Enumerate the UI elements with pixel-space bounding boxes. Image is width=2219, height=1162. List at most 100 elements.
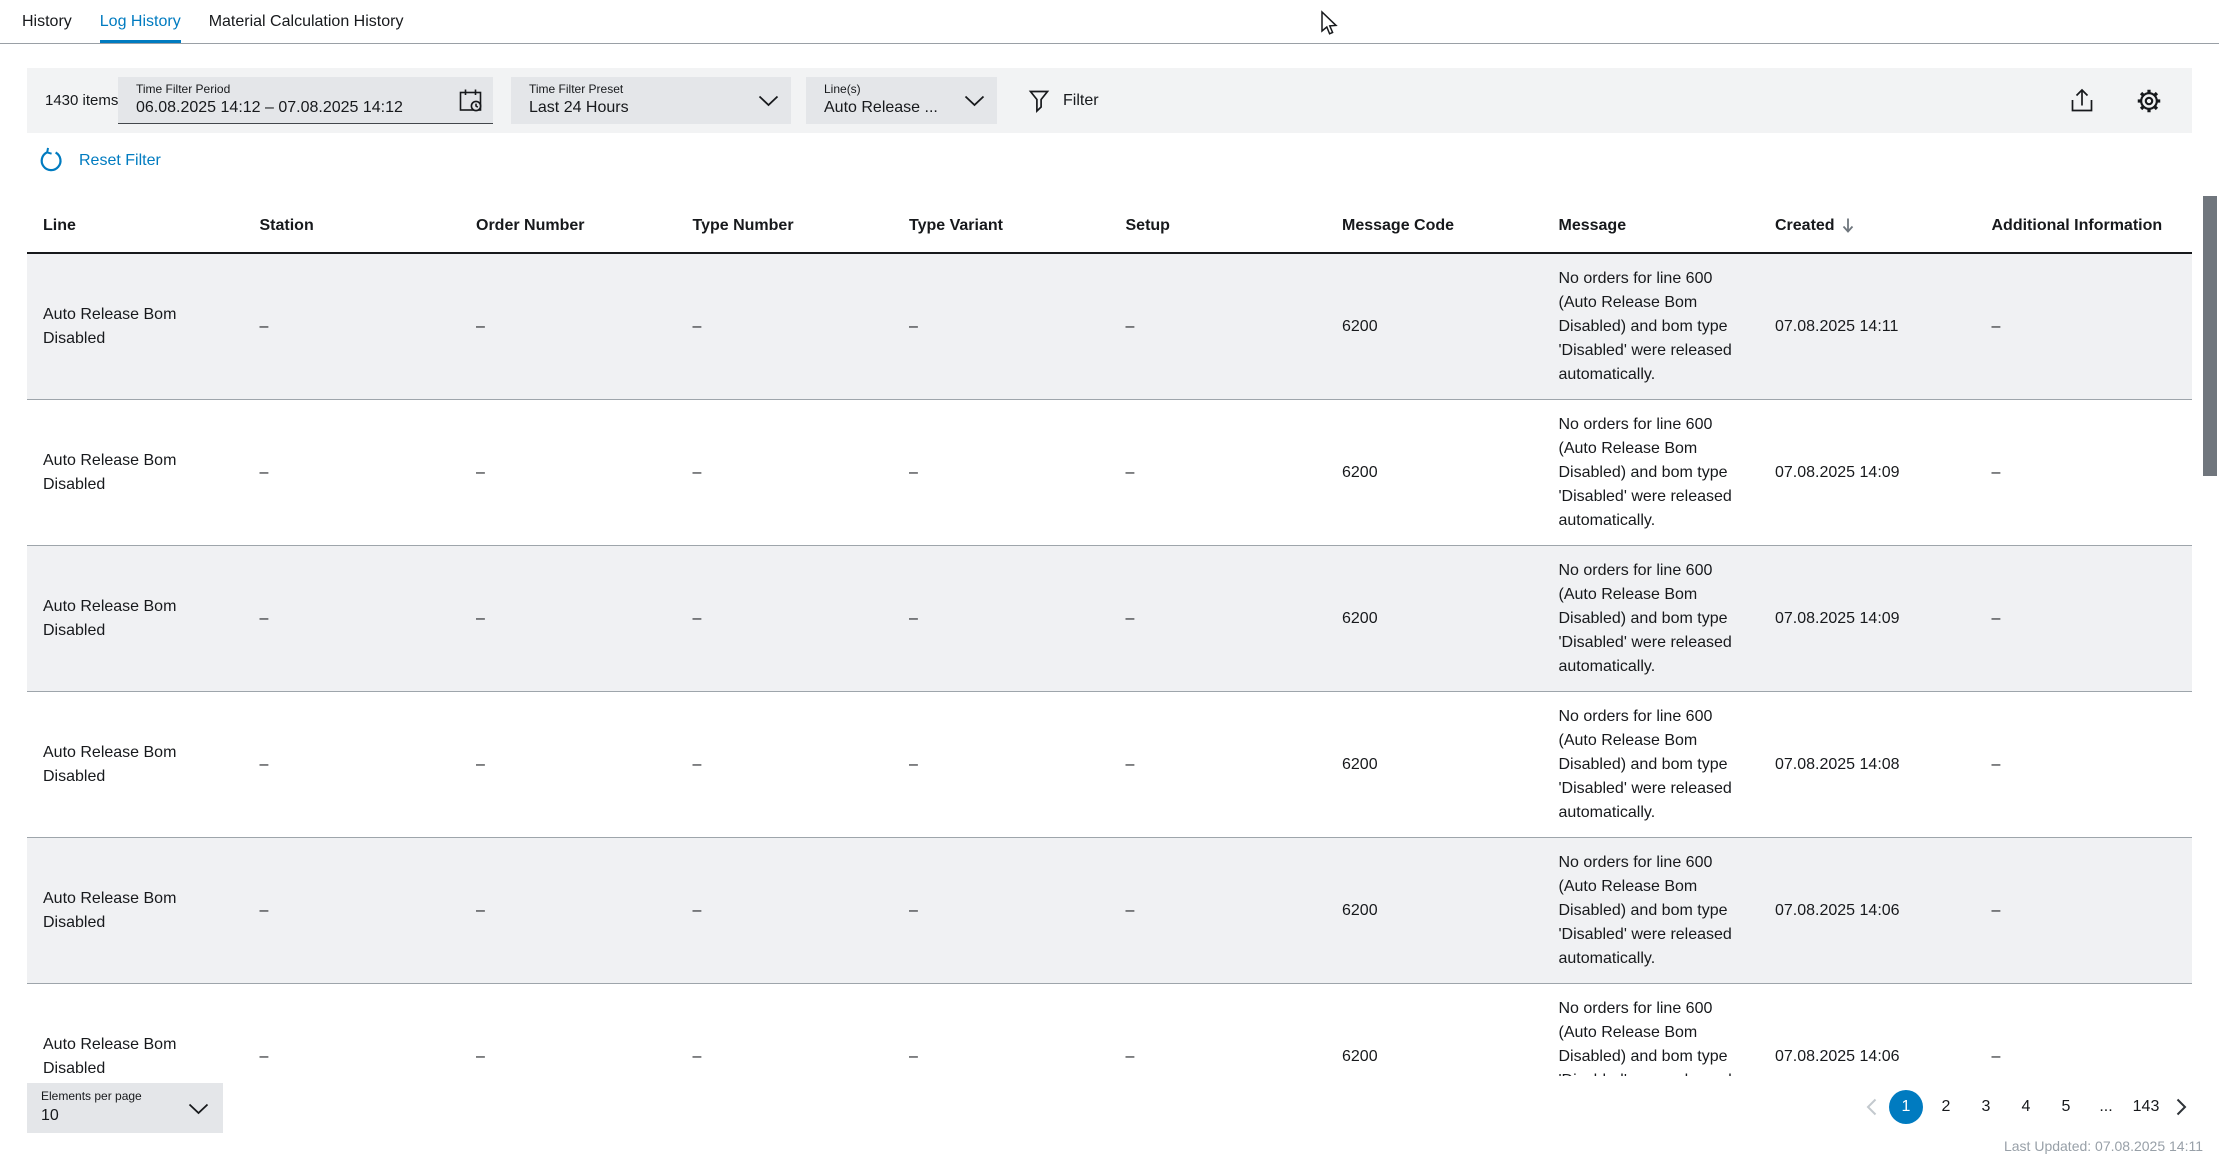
cell-type-variant: –: [909, 463, 918, 481]
tab-log-history[interactable]: Log History: [99, 0, 181, 43]
cell-message: No orders for line 600 (Auto Release Bom…: [1558, 999, 1732, 1077]
table-row[interactable]: Auto Release Bom Disabled – – – – – 6200…: [27, 692, 2192, 838]
column-header-message[interactable]: Message: [1558, 217, 1627, 234]
tab-history[interactable]: History: [22, 13, 72, 30]
cell-type-variant: –: [909, 609, 918, 627]
cell-type-number: –: [692, 901, 702, 919]
table-row[interactable]: Auto Release Bom Disabled – – – – – 6200…: [27, 400, 2192, 546]
cell-line: Auto Release Bom Disabled: [43, 451, 177, 493]
filter-button-label: Filter: [1063, 91, 1099, 109]
cell-message: No orders for line 600 (Auto Release Bom…: [1558, 853, 1732, 967]
cell-setup: –: [1125, 463, 1135, 481]
cell-message-code: 6200: [1342, 463, 1378, 481]
cell-message-code: 6200: [1342, 901, 1378, 919]
cell-station: –: [259, 609, 269, 627]
cell-created: 07.08.2025 14:06: [1775, 1047, 1900, 1065]
cell-order-number: –: [476, 609, 485, 627]
calendar-icon[interactable]: [457, 87, 484, 119]
time-filter-period-input[interactable]: Time Filter Period 06.08.2025 14:12 – 07…: [118, 77, 493, 124]
cell-message: No orders for line 600 (Auto Release Bom…: [1558, 707, 1732, 821]
cell-order-number: –: [476, 1047, 485, 1065]
sort-descending-icon: [1841, 217, 1855, 234]
cell-line: Auto Release Bom Disabled: [43, 1035, 177, 1077]
column-header-created[interactable]: Created: [1759, 213, 1976, 238]
lines-select[interactable]: Line(s) Auto Release ...: [806, 77, 997, 124]
cell-type-variant: –: [909, 317, 918, 335]
column-header-order-number[interactable]: Order Number: [476, 217, 585, 234]
page-button-4[interactable]: 4: [2021, 1098, 2031, 1115]
cell-additional-information: –: [1991, 901, 2001, 919]
cell-additional-information: –: [1991, 755, 2001, 773]
column-header-type-number[interactable]: Type Number: [692, 217, 794, 234]
cell-station: –: [259, 463, 269, 481]
cell-line: Auto Release Bom Disabled: [43, 597, 177, 639]
cell-order-number: –: [476, 463, 485, 481]
cell-created: 07.08.2025 14:06: [1775, 901, 1900, 919]
export-icon[interactable]: [2068, 87, 2096, 115]
page-ellipsis: ...: [2099, 1098, 2113, 1115]
cell-type-number: –: [692, 463, 702, 481]
time-filter-period-value: 06.08.2025 14:12 – 07.08.2025 14:12: [136, 99, 403, 116]
tab-material-calculation-history[interactable]: Material Calculation History: [208, 13, 404, 30]
chevron-down-icon: [188, 1102, 209, 1120]
column-header-message-code[interactable]: Message Code: [1342, 217, 1455, 234]
page-button-2[interactable]: 2: [1941, 1098, 1951, 1115]
cell-setup: –: [1125, 901, 1135, 919]
cell-message-code: 6200: [1342, 755, 1378, 773]
cell-line: Auto Release Bom Disabled: [43, 305, 177, 347]
last-updated-text: Last Updated: 07.08.2025 14:11: [2003, 1138, 2203, 1154]
reset-filter-button[interactable]: Reset Filter: [37, 147, 161, 174]
cell-created: 07.08.2025 14:08: [1775, 755, 1900, 773]
cell-created: 07.08.2025 14:11: [1775, 317, 1899, 335]
cell-type-number: –: [692, 1047, 702, 1065]
cell-message-code: 6200: [1342, 1047, 1378, 1065]
cell-setup: –: [1125, 1047, 1135, 1065]
vertical-scrollbar[interactable]: [2203, 196, 2217, 476]
time-filter-preset-value: Last 24 Hours: [529, 99, 629, 116]
cell-message: No orders for line 600 (Auto Release Bom…: [1558, 415, 1732, 529]
filter-bar-actions: [2068, 68, 2164, 133]
lines-label: Line(s): [824, 82, 861, 96]
column-header-additional-information[interactable]: Additional Information: [1991, 217, 2163, 234]
cell-type-variant: –: [909, 1047, 918, 1065]
cell-station: –: [259, 317, 269, 335]
settings-gear-icon[interactable]: [2134, 86, 2164, 116]
pagination: 1 2 3 4 5 ... 143: [1859, 1090, 2193, 1124]
table-row[interactable]: Auto Release Bom Disabled – – – – – 6200…: [27, 546, 2192, 692]
cell-message: No orders for line 600 (Auto Release Bom…: [1558, 269, 1732, 383]
table-row[interactable]: Auto Release Bom Disabled – – – – – 6200…: [27, 984, 2192, 1077]
table-row[interactable]: Auto Release Bom Disabled – – – – – 6200…: [27, 254, 2192, 400]
cell-additional-information: –: [1991, 463, 2001, 481]
table-header-row: Line Station Order Number Type Number Ty…: [27, 199, 2192, 254]
cell-message: No orders for line 600 (Auto Release Bom…: [1558, 561, 1732, 675]
column-header-setup[interactable]: Setup: [1125, 217, 1170, 234]
time-filter-preset-label: Time Filter Preset: [529, 82, 624, 96]
column-header-line[interactable]: Line: [43, 217, 76, 234]
previous-page-icon[interactable]: [1859, 1090, 1883, 1124]
table-row[interactable]: Auto Release Bom Disabled – – – – – 6200…: [27, 838, 2192, 984]
cell-station: –: [259, 755, 269, 773]
reset-icon: [37, 147, 64, 174]
cell-type-number: –: [692, 609, 702, 627]
table-body: Auto Release Bom Disabled – – – – – 6200…: [27, 254, 2192, 1076]
cell-station: –: [259, 901, 269, 919]
items-count: 1430 items: [45, 92, 119, 109]
chevron-down-icon: [758, 94, 779, 112]
page-button-143[interactable]: 143: [2132, 1098, 2160, 1115]
column-header-type-variant[interactable]: Type Variant: [909, 217, 1003, 234]
cell-message-code: 6200: [1342, 317, 1378, 335]
log-history-table: Line Station Order Number Type Number Ty…: [27, 199, 2192, 1076]
page-button-5[interactable]: 5: [2061, 1098, 2071, 1115]
next-page-icon[interactable]: [2169, 1090, 2193, 1124]
column-header-station[interactable]: Station: [259, 217, 314, 234]
funnel-icon: [1027, 88, 1051, 114]
elements-per-page-select[interactable]: Elements per page 10: [27, 1083, 223, 1133]
page-button-1[interactable]: 1: [1889, 1090, 1923, 1124]
page-button-3[interactable]: 3: [1981, 1098, 1991, 1115]
cell-additional-information: –: [1991, 1047, 2001, 1065]
time-filter-preset-select[interactable]: Time Filter Preset Last 24 Hours: [511, 77, 791, 124]
lines-value: Auto Release ...: [824, 99, 938, 116]
filter-button[interactable]: Filter: [1027, 68, 1099, 133]
cell-type-variant: –: [909, 901, 918, 919]
cell-line: Auto Release Bom Disabled: [43, 743, 177, 785]
